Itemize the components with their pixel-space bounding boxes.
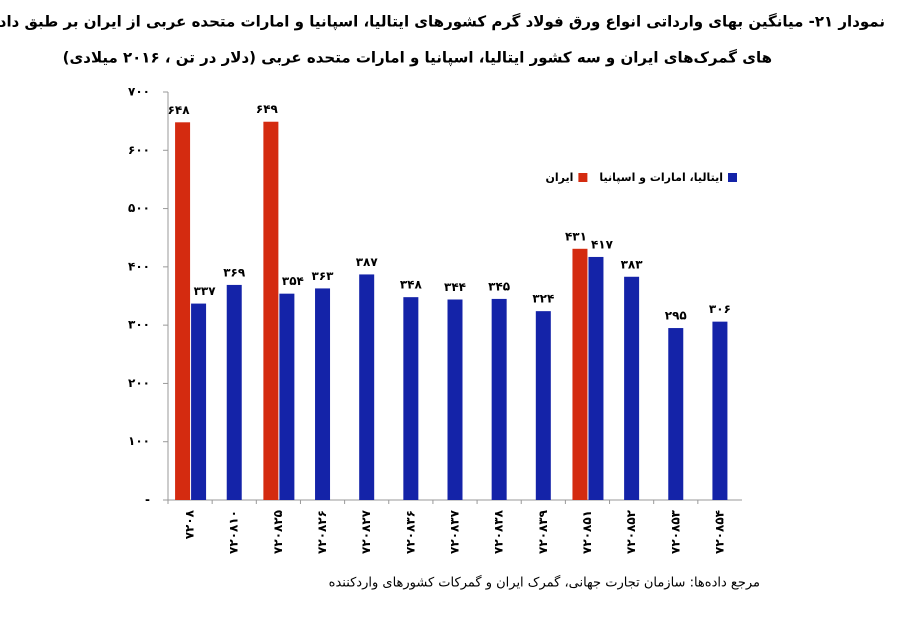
x-tick-label: ۷۲۰۸۲۶: [315, 510, 329, 554]
chart-title: نمودار ۲۱- میانگین بهای وارداتی انواع ور…: [0, 13, 885, 32]
legend-label: ایران: [545, 171, 573, 184]
value-label: ۶۴۹: [256, 102, 279, 116]
bar: [175, 122, 191, 501]
y-tick-label: ۳۰۰: [128, 318, 150, 332]
bar: [624, 276, 640, 500]
x-tick-label: ۷۲۰۸۲۷: [359, 509, 373, 554]
x-tick-label: ۷۲۰۸۳۹: [536, 509, 550, 554]
value-label: ۳۳۷: [194, 284, 217, 298]
bar: [226, 284, 242, 500]
y-tick-label: -: [145, 493, 150, 507]
x-tick-label: ۷۲۰۸۵۲: [624, 509, 638, 554]
value-label: ۴۱۷: [591, 237, 614, 251]
bar: [191, 303, 207, 500]
bar: [315, 288, 331, 500]
bar: [572, 248, 588, 500]
x-tick-label: ۷۲۰۸۳۶: [403, 510, 417, 554]
value-label: ۳۶۹: [223, 265, 246, 279]
y-tick-label: ۱۰۰: [128, 434, 150, 448]
bar: [712, 321, 728, 500]
bar: [491, 298, 507, 500]
y-tick-label: ۵۰۰: [128, 201, 150, 215]
x-tick-label: ۷۲۰۸: [183, 509, 197, 539]
bar: [535, 311, 551, 500]
x-tick-label: ۷۲۰۸۵۱: [580, 510, 594, 554]
legend-swatch: [578, 173, 588, 182]
value-label: ۶۴۸: [168, 103, 191, 117]
value-label: ۳۴۸: [400, 278, 423, 292]
value-label: ۳۸۳: [621, 257, 644, 271]
bar: [403, 297, 419, 500]
legend-label: ایتالیا، امارات و اسپانیا: [599, 171, 723, 184]
x-tick-label: ۷۲۰۸۳۷: [448, 509, 462, 554]
x-tick-label: ۷۲۰۸۵۴: [712, 510, 726, 554]
x-tick-label: ۷۲۰۸۲۵: [271, 510, 285, 554]
y-tick-label: ۷۰۰: [128, 85, 150, 99]
value-label: ۲۹۵: [665, 309, 687, 323]
value-label: ۳۴۵: [488, 279, 510, 293]
value-label: ۳۰۶: [709, 302, 731, 316]
value-label: ۳۲۴: [532, 292, 554, 306]
y-tick-label: ۲۰۰: [128, 376, 150, 390]
bar: [279, 293, 295, 500]
legend-swatch: [728, 173, 737, 182]
y-tick-label: ۶۰۰: [128, 143, 150, 157]
value-label: ۴۳۱: [565, 229, 587, 243]
x-tick-label: ۷۲۰۸۳۸: [492, 509, 506, 554]
x-tick-label: ۷۲۰۸۱۰: [227, 510, 241, 554]
y-tick-label: ۴۰۰: [128, 259, 150, 273]
bar: [588, 256, 604, 500]
chart-subtitle: های گمرک‌های ایران و سه کشور ایتالیا، اس…: [63, 49, 772, 68]
value-label: ۳۸۷: [356, 255, 379, 269]
bar: [263, 121, 279, 501]
value-label: ۳۴۴: [444, 280, 466, 294]
source-note: مرجع داده‌ها: سازمان تجارت جهانی، گمرک ا…: [329, 575, 760, 591]
bar: [359, 274, 375, 500]
bar: [668, 328, 684, 500]
value-label: ۳۶۳: [312, 269, 335, 283]
value-label: ۳۵۴: [282, 274, 304, 288]
bar: [447, 299, 463, 500]
x-tick-label: ۷۲۰۸۵۳: [668, 509, 682, 554]
